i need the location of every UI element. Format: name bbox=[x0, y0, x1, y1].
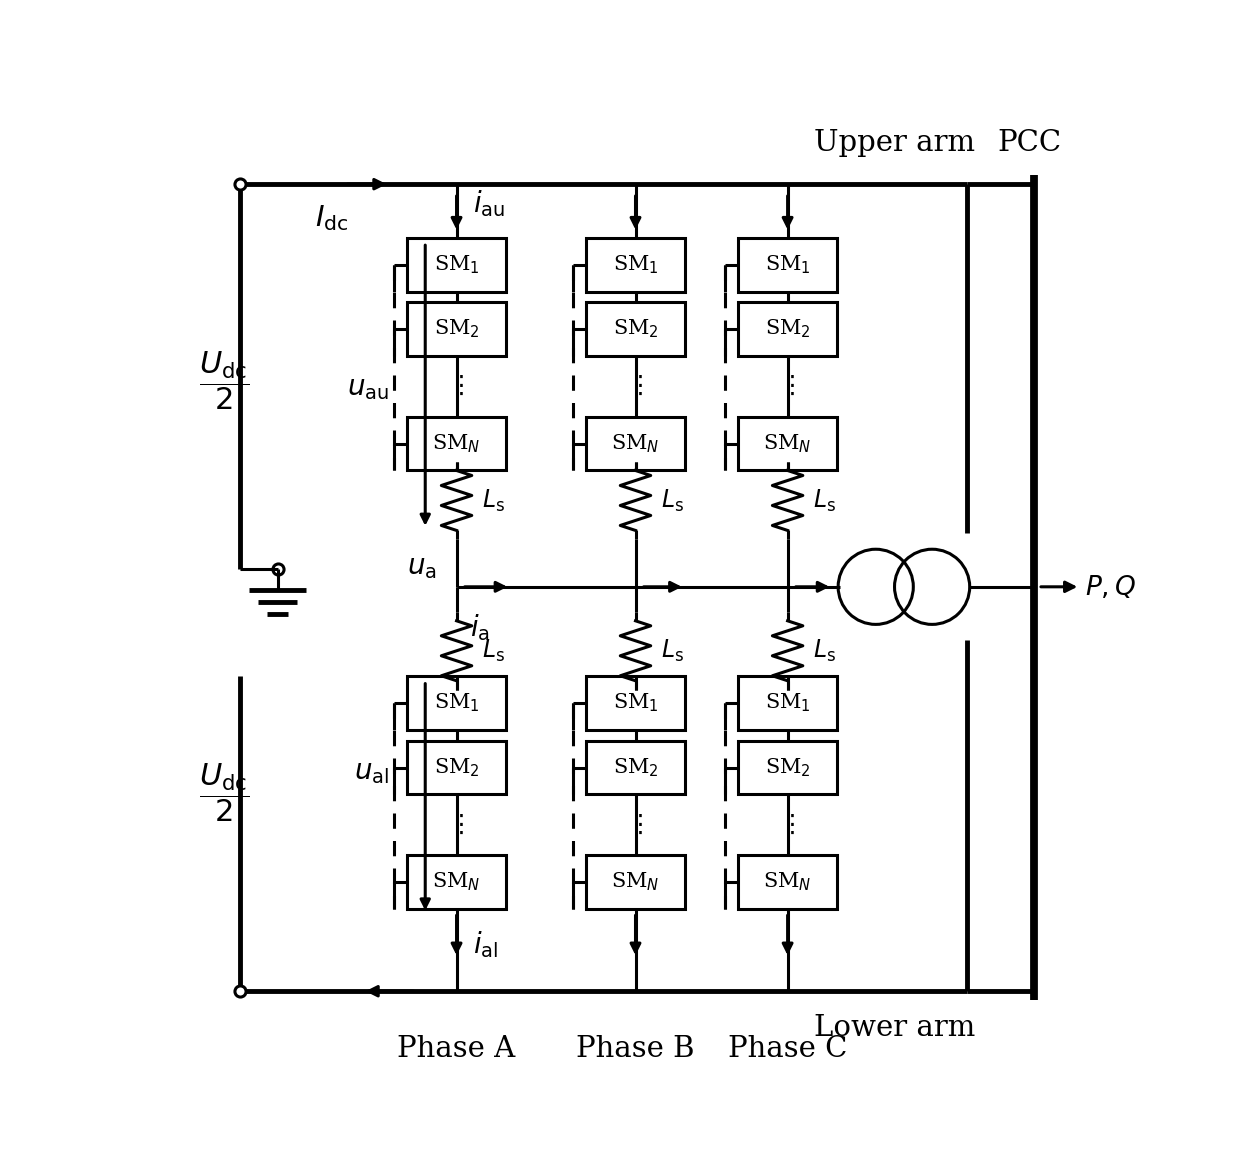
Bar bbox=[738, 238, 837, 292]
Text: $\dfrac{U_{\rm dc}}{2}$: $\dfrac{U_{\rm dc}}{2}$ bbox=[198, 350, 249, 413]
Bar bbox=[408, 238, 506, 292]
Text: ⋮: ⋮ bbox=[627, 812, 653, 837]
Text: Phase C: Phase C bbox=[728, 1035, 847, 1063]
Bar bbox=[408, 740, 506, 795]
Text: ⋮: ⋮ bbox=[449, 812, 474, 837]
Bar bbox=[587, 302, 684, 356]
Text: $u_{\rm al}$: $u_{\rm al}$ bbox=[355, 759, 389, 786]
Text: SM$_{2}$: SM$_{2}$ bbox=[613, 756, 658, 779]
Text: ⋮: ⋮ bbox=[780, 812, 805, 837]
Text: Upper arm: Upper arm bbox=[815, 129, 976, 157]
Text: ⋮: ⋮ bbox=[627, 374, 653, 399]
Text: SM$_{N}$: SM$_{N}$ bbox=[611, 432, 660, 456]
Text: SM$_{2}$: SM$_{2}$ bbox=[765, 756, 811, 779]
Text: SM$_{N}$: SM$_{N}$ bbox=[764, 870, 812, 894]
Bar bbox=[738, 740, 837, 795]
Bar bbox=[408, 417, 506, 471]
Bar bbox=[587, 238, 684, 292]
Text: SM$_{1}$: SM$_{1}$ bbox=[434, 253, 480, 277]
Text: $L_{\rm s}$: $L_{\rm s}$ bbox=[481, 638, 505, 664]
Text: SM$_{1}$: SM$_{1}$ bbox=[765, 253, 811, 277]
Bar bbox=[587, 740, 684, 795]
Text: SM$_{N}$: SM$_{N}$ bbox=[611, 870, 660, 894]
Text: $P,Q$: $P,Q$ bbox=[1085, 573, 1136, 601]
Text: $i_{\rm al}$: $i_{\rm al}$ bbox=[472, 930, 498, 960]
Bar bbox=[587, 855, 684, 909]
Text: SM$_{N}$: SM$_{N}$ bbox=[433, 432, 481, 456]
Bar bbox=[738, 676, 837, 730]
Text: SM$_{1}$: SM$_{1}$ bbox=[613, 253, 658, 277]
Bar bbox=[408, 302, 506, 356]
Text: $L_{\rm s}$: $L_{\rm s}$ bbox=[661, 638, 683, 664]
Text: SM$_{2}$: SM$_{2}$ bbox=[434, 756, 480, 779]
Text: Phase A: Phase A bbox=[398, 1035, 516, 1063]
Text: $I_{\rm dc}$: $I_{\rm dc}$ bbox=[315, 203, 348, 234]
Bar bbox=[738, 855, 837, 909]
Text: $i_{\rm a}$: $i_{\rm a}$ bbox=[470, 612, 490, 643]
Text: ⋮: ⋮ bbox=[449, 374, 474, 399]
Bar bbox=[408, 676, 506, 730]
Bar bbox=[408, 855, 506, 909]
Text: SM$_{N}$: SM$_{N}$ bbox=[433, 870, 481, 894]
Text: $u_{\rm a}$: $u_{\rm a}$ bbox=[407, 553, 436, 581]
Text: $u_{\rm au}$: $u_{\rm au}$ bbox=[347, 375, 389, 402]
Text: Phase B: Phase B bbox=[577, 1035, 694, 1063]
Text: ⋮: ⋮ bbox=[780, 374, 805, 399]
Bar bbox=[738, 417, 837, 471]
Bar bbox=[587, 676, 684, 730]
Bar bbox=[738, 302, 837, 356]
Text: SM$_{1}$: SM$_{1}$ bbox=[765, 691, 811, 715]
Text: SM$_{N}$: SM$_{N}$ bbox=[764, 432, 812, 456]
Text: PCC: PCC bbox=[997, 129, 1061, 157]
Text: SM$_{1}$: SM$_{1}$ bbox=[613, 691, 658, 715]
Text: SM$_{2}$: SM$_{2}$ bbox=[613, 318, 658, 340]
Text: SM$_{1}$: SM$_{1}$ bbox=[434, 691, 480, 715]
Text: $L_{\rm s}$: $L_{\rm s}$ bbox=[481, 487, 505, 514]
Text: $L_{\rm s}$: $L_{\rm s}$ bbox=[812, 487, 836, 514]
Text: $\dfrac{U_{\rm dc}}{2}$: $\dfrac{U_{\rm dc}}{2}$ bbox=[198, 761, 249, 824]
Text: $L_{\rm s}$: $L_{\rm s}$ bbox=[661, 487, 683, 514]
Text: $L_{\rm s}$: $L_{\rm s}$ bbox=[812, 638, 836, 664]
Bar bbox=[587, 417, 684, 471]
Text: SM$_{2}$: SM$_{2}$ bbox=[434, 318, 480, 340]
Text: SM$_{2}$: SM$_{2}$ bbox=[765, 318, 811, 340]
Text: $i_{\rm au}$: $i_{\rm au}$ bbox=[472, 188, 505, 220]
Text: Lower arm: Lower arm bbox=[815, 1014, 976, 1042]
